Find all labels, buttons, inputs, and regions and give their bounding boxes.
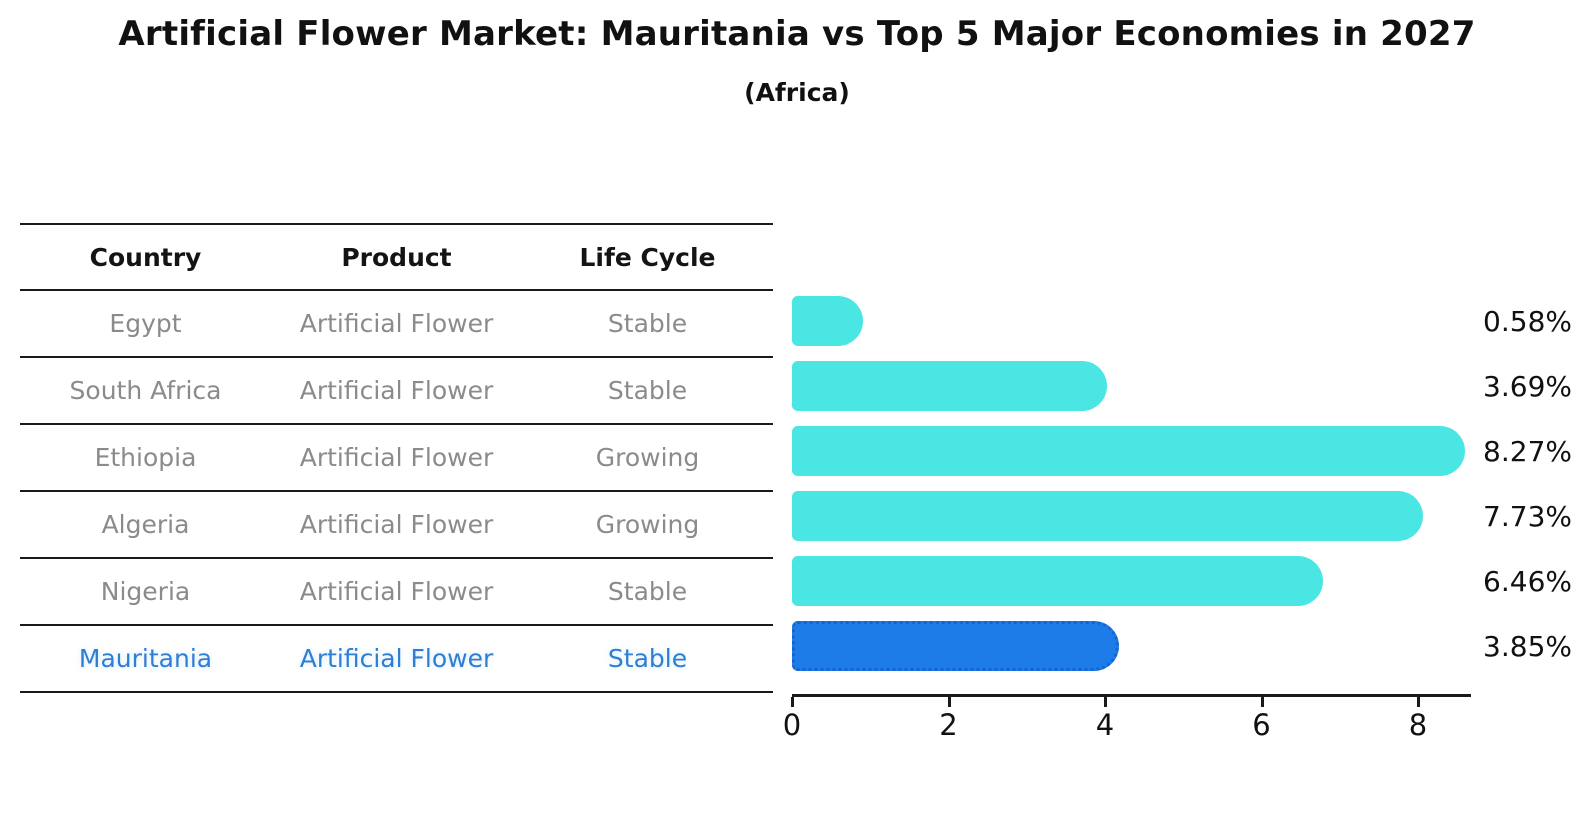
table-cell-product: Artificial Flower bbox=[299, 510, 494, 539]
table-cell-country: Algeria bbox=[101, 510, 190, 539]
bar-row: 0.58% bbox=[792, 289, 1594, 354]
bar-row: 3.69% bbox=[792, 354, 1594, 419]
x-tick-mark bbox=[1104, 697, 1107, 707]
bar-nigeria bbox=[792, 556, 1324, 606]
x-tick-label: 6 bbox=[1252, 708, 1271, 742]
bar-row: 6.46% bbox=[792, 549, 1594, 614]
bar-south-africa bbox=[792, 361, 1107, 411]
chart-title: Artificial Flower Market: Mauritania vs … bbox=[118, 14, 1476, 54]
table-cell-product: Artificial Flower bbox=[299, 443, 494, 472]
table-header-cell: Life Cycle bbox=[579, 242, 716, 272]
table-header-row: Country Product Life Cycle bbox=[20, 225, 773, 289]
bar-value-label: 7.73% bbox=[1483, 500, 1572, 533]
bar-value-label: 3.85% bbox=[1483, 630, 1572, 663]
bar-algeria bbox=[792, 491, 1423, 541]
table-cell-life-cycle: Stable bbox=[607, 376, 688, 405]
table-cell-product: Artificial Flower bbox=[299, 577, 494, 606]
bar-value-label: 8.27% bbox=[1483, 435, 1572, 468]
bar-row: 8.27% bbox=[792, 419, 1594, 484]
x-tick-label: 8 bbox=[1408, 708, 1428, 742]
table-row: Algeria Artificial Flower Growing bbox=[20, 490, 773, 557]
table-cell-life-cycle: Stable bbox=[607, 644, 688, 673]
x-tick-label: 2 bbox=[939, 708, 958, 742]
table-cell-life-cycle: Growing bbox=[595, 510, 700, 539]
bar-row: 3.85% bbox=[792, 614, 1594, 679]
bar-value-label: 0.58% bbox=[1483, 305, 1572, 338]
table-header-cell: Product bbox=[341, 242, 452, 272]
table-cell-country: Mauritania bbox=[78, 644, 213, 673]
chart-subtitle: (Africa) bbox=[744, 78, 850, 107]
table-row: Ethiopia Artificial Flower Growing bbox=[20, 423, 773, 490]
x-axis-line bbox=[792, 694, 1471, 697]
table-row: Nigeria Artificial Flower Stable bbox=[20, 557, 773, 624]
table-row: Mauritania Artificial Flower Stable bbox=[20, 624, 773, 691]
x-axis: 0 2 4 6 8 bbox=[783, 694, 1471, 754]
table-cell-country: Nigeria bbox=[100, 577, 191, 606]
bar-chart: 0.58% 3.69% 8.27% 7.73% 6.46% 3.85% bbox=[792, 289, 1594, 679]
bar-highlight-mauritania bbox=[792, 621, 1120, 671]
table-cell-country: South Africa bbox=[69, 376, 222, 405]
bar-ethiopia bbox=[792, 426, 1466, 476]
table-cell-product: Artificial Flower bbox=[299, 309, 494, 338]
table-cell-life-cycle: Growing bbox=[595, 443, 700, 472]
table-row: Egypt Artificial Flower Stable bbox=[20, 289, 773, 356]
country-table: Country Product Life Cycle Egypt Artificial… bbox=[20, 223, 773, 693]
table-cell-life-cycle: Stable bbox=[607, 309, 688, 338]
x-tick-mark bbox=[791, 697, 794, 707]
x-tick-mark bbox=[1260, 697, 1264, 707]
table-cell-life-cycle: Stable bbox=[607, 577, 688, 606]
x-tick-label: 4 bbox=[1095, 708, 1115, 742]
bar-row: 7.73% bbox=[792, 484, 1594, 549]
table-row: South Africa Artificial Flower Stable bbox=[20, 356, 773, 423]
table-header-cell: Country bbox=[89, 242, 202, 272]
bar-value-label: 6.46% bbox=[1483, 565, 1572, 598]
bar-value-label: 3.69% bbox=[1483, 370, 1572, 403]
table-cell-country: Egypt bbox=[109, 309, 182, 338]
x-tick-label: 0 bbox=[782, 708, 802, 742]
table-cell-country: Ethiopia bbox=[94, 443, 197, 472]
table-cell-product: Artificial Flower bbox=[299, 376, 494, 405]
bar-egypt bbox=[792, 296, 864, 346]
table-body: Egypt Artificial Flower Stable South Africa… bbox=[20, 289, 773, 691]
table-cell-product: Artificial Flower bbox=[299, 644, 494, 673]
x-tick-mark bbox=[947, 697, 951, 707]
x-tick-mark bbox=[1417, 697, 1420, 707]
